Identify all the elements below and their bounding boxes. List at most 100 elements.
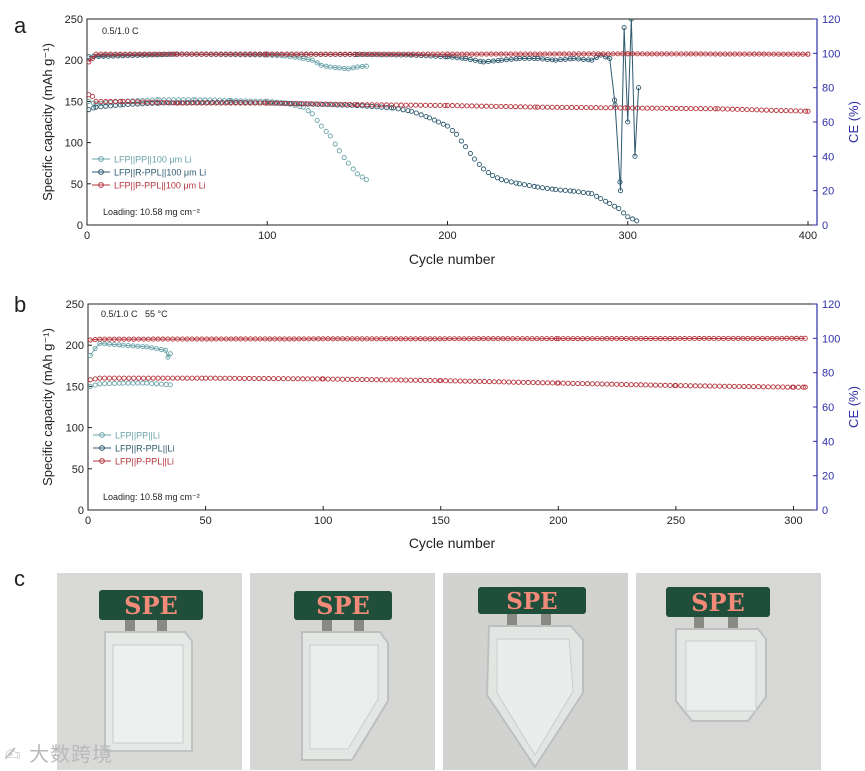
capacity-point (341, 154, 347, 161)
capacity-point (318, 123, 324, 129)
ce-series-line (88, 53, 808, 63)
ce-point (750, 335, 756, 341)
ce-point (513, 51, 519, 57)
capacity-point (340, 376, 346, 382)
ce-point (625, 119, 631, 125)
ce-point (667, 335, 673, 342)
capacity-point (508, 104, 514, 110)
chart-b-xlabel: Cycle number (409, 535, 496, 551)
ce-point (771, 51, 777, 57)
capacity-point (544, 104, 550, 110)
capacity-point (594, 193, 600, 199)
capacity-point (154, 99, 160, 105)
y2-tick-label: 120 (822, 14, 840, 26)
ce-point (393, 52, 399, 58)
capacity-point (444, 102, 451, 109)
capacity-point (408, 377, 414, 383)
ce-point (136, 336, 142, 342)
capacity-point (111, 380, 117, 386)
y2-tick-label: 20 (822, 471, 834, 483)
ce-point (721, 335, 727, 341)
legend-label: LFP||PP||100 μm Li (114, 155, 192, 165)
capacity-point (440, 121, 446, 127)
capacity-point (282, 100, 288, 106)
capacity-point (477, 378, 483, 384)
capacity-point (458, 138, 464, 144)
led-display-text: SPE (691, 588, 745, 617)
capacity-point (102, 375, 108, 381)
ce-point (194, 336, 200, 342)
ce-point (456, 336, 462, 342)
capacity-point (359, 102, 365, 108)
capacity-point (297, 103, 303, 109)
ce-point (589, 57, 595, 63)
ce-point (422, 336, 428, 342)
capacity-point (150, 375, 156, 381)
capacity-point (422, 102, 429, 108)
ce-point (571, 51, 577, 57)
capacity-point (759, 107, 765, 113)
x-tick-label: 300 (784, 515, 802, 527)
ce-point (485, 336, 491, 342)
ce-point (194, 51, 200, 57)
capacity-point (398, 102, 404, 108)
y2-tick-label: 100 (822, 48, 840, 60)
capacity-point (454, 103, 460, 109)
ce-point (336, 65, 342, 71)
ce-point (776, 51, 782, 57)
capacity-point (272, 100, 278, 106)
capacity-point (242, 100, 248, 106)
ce-point (386, 51, 392, 57)
capacity-point (467, 378, 473, 384)
y2-tick-label: 100 (822, 333, 840, 345)
capacity-point (525, 379, 531, 386)
capacity-point (153, 381, 160, 387)
ce-point (621, 25, 627, 31)
ce-point (232, 51, 239, 57)
capacity-point (309, 111, 315, 117)
ce-point (247, 336, 253, 342)
ce-point (318, 62, 324, 68)
capacity-point (408, 108, 414, 114)
capacity-point (89, 93, 95, 100)
capacity-point (517, 104, 524, 110)
ce-point (584, 336, 591, 342)
y2-tick-label: 40 (822, 151, 834, 163)
ce-point (515, 336, 521, 342)
capacity-point (795, 384, 801, 390)
ce-point (396, 51, 402, 57)
ce-point (398, 336, 404, 342)
ce-point (560, 336, 566, 342)
capacity-point (388, 102, 394, 108)
capacity-point (453, 131, 460, 137)
capacity-point (135, 101, 141, 107)
ce-point (149, 52, 155, 58)
capacity-point (418, 112, 424, 118)
capacity-point (736, 383, 742, 390)
capacity-point (535, 184, 541, 190)
ce-point (570, 336, 576, 342)
ce-point (620, 51, 626, 57)
ce-point (562, 56, 568, 62)
capacity-point (369, 103, 375, 110)
ce-point (347, 51, 353, 57)
capacity-point (108, 98, 114, 104)
capacity-point (513, 104, 519, 110)
ce-point (535, 55, 541, 62)
capacity-point (359, 174, 365, 180)
led-display-text: SPE (506, 588, 557, 615)
capacity-point (274, 100, 280, 106)
ce-point (595, 51, 601, 57)
ce-point (490, 336, 496, 342)
ce-point (366, 51, 372, 57)
ce-point (483, 51, 489, 57)
ce-point (615, 51, 621, 57)
panel-label-a: a (14, 13, 27, 38)
capacity-point (471, 156, 478, 162)
capacity-point (584, 381, 591, 387)
capacity-point (256, 375, 262, 382)
ce-point (257, 51, 263, 57)
capacity-point (121, 375, 127, 381)
ce-point (204, 336, 210, 342)
capacity-point (179, 375, 185, 381)
